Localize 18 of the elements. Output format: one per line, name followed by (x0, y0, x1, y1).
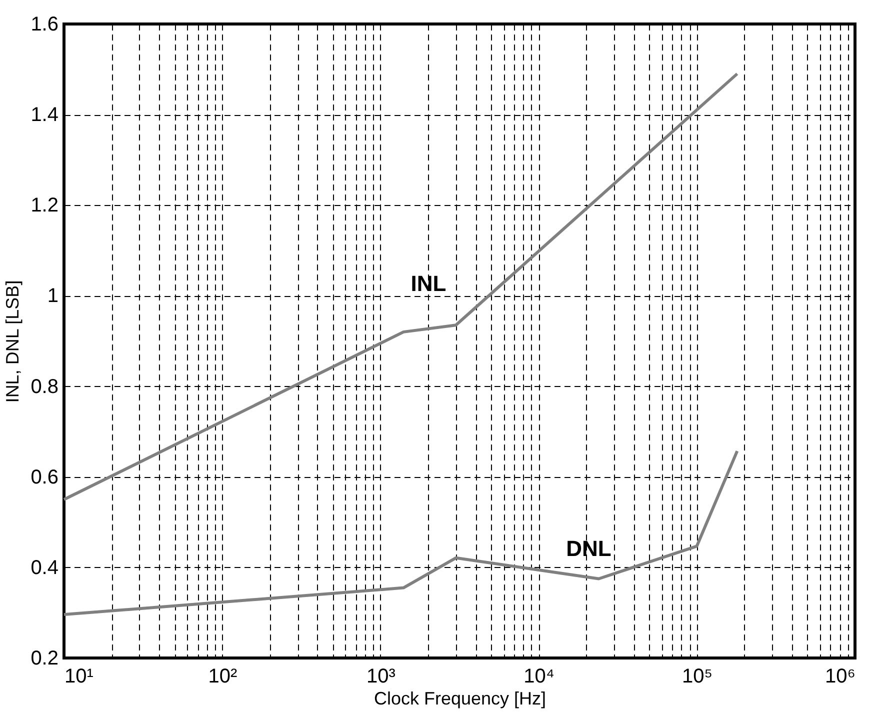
x-tick-label: 10⁶ (825, 666, 856, 688)
x-tick-label: 10⁵ (682, 666, 713, 688)
x-tick-label: 10³ (366, 666, 396, 688)
y-tick-label: 0.2 (30, 648, 58, 670)
y-tick-label: 1 (47, 285, 58, 308)
y-tick-label: 1.2 (30, 194, 58, 217)
y-tick-label: 1.4 (30, 104, 58, 126)
x-tick-label: 10¹ (64, 666, 94, 688)
y-tick-label: 1.6 (30, 14, 58, 36)
y-axis-title: INL, DNL [LSB] (2, 280, 23, 403)
series-label: INL (410, 270, 446, 296)
y-tick-label: 0.8 (30, 376, 58, 398)
x-axis-title: Clock Frequency [Hz] (374, 688, 546, 708)
y-tick-label: 0.6 (30, 466, 58, 488)
x-tick-label: 10⁴ (524, 666, 555, 688)
y-tick-label: 0.4 (30, 556, 58, 579)
series-label: DNL (566, 536, 612, 561)
x-tick-label: 10² (208, 666, 238, 688)
